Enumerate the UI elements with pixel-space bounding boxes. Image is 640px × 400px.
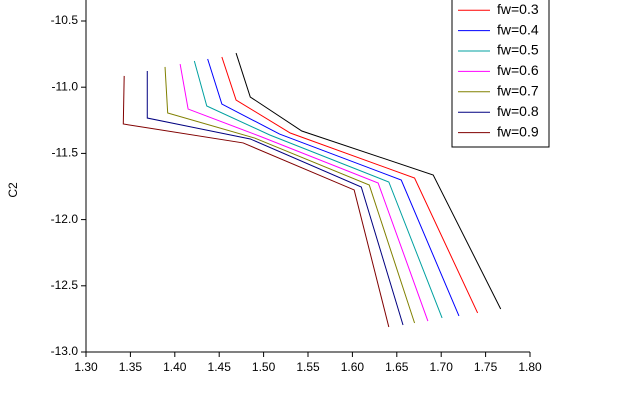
- x-tick-label: 1.30: [74, 360, 98, 374]
- legend-label: fw=0.7: [497, 83, 539, 99]
- series-line: [146, 71, 404, 326]
- y-tick-label: -12.0: [51, 212, 79, 226]
- legend-label: fw=0.4: [497, 21, 539, 37]
- legend-box: [451, 0, 550, 148]
- x-tick-label: 1.50: [252, 360, 276, 374]
- x-tick-label: 1.45: [208, 360, 232, 374]
- series-line: [207, 58, 460, 317]
- legend-label: fw=0.3: [497, 1, 539, 17]
- series-line: [235, 52, 502, 310]
- x-tick-label: 1.80: [518, 360, 542, 374]
- x-tick-label: 1.55: [296, 360, 320, 374]
- legend-label: fw=0.5: [497, 42, 539, 58]
- y-tick-label: -10.5: [51, 13, 79, 27]
- series-line: [221, 56, 479, 314]
- x-tick-label: 1.40: [163, 360, 187, 374]
- series-line: [179, 63, 429, 322]
- series-line: [193, 60, 443, 319]
- legend-label: fw=0.6: [497, 62, 539, 78]
- x-tick-label: 1.70: [430, 360, 454, 374]
- x-tick-label: 1.65: [385, 360, 409, 374]
- legend-label: fw=0.9: [497, 123, 539, 139]
- x-tick-label: 1.75: [474, 360, 498, 374]
- series-line: [164, 66, 416, 324]
- y-tick-label: -11.0: [52, 79, 79, 93]
- legend-label: fw=0.8: [497, 103, 539, 119]
- x-tick-label: 1.60: [341, 360, 365, 374]
- y-axis-label: C2: [6, 182, 20, 198]
- y-tick-label: -11.5: [52, 146, 79, 160]
- y-tick-label: -12.5: [51, 278, 79, 292]
- series-line: [122, 75, 390, 328]
- y-tick-label: -13.0: [51, 344, 79, 358]
- x-tick-label: 1.35: [119, 360, 143, 374]
